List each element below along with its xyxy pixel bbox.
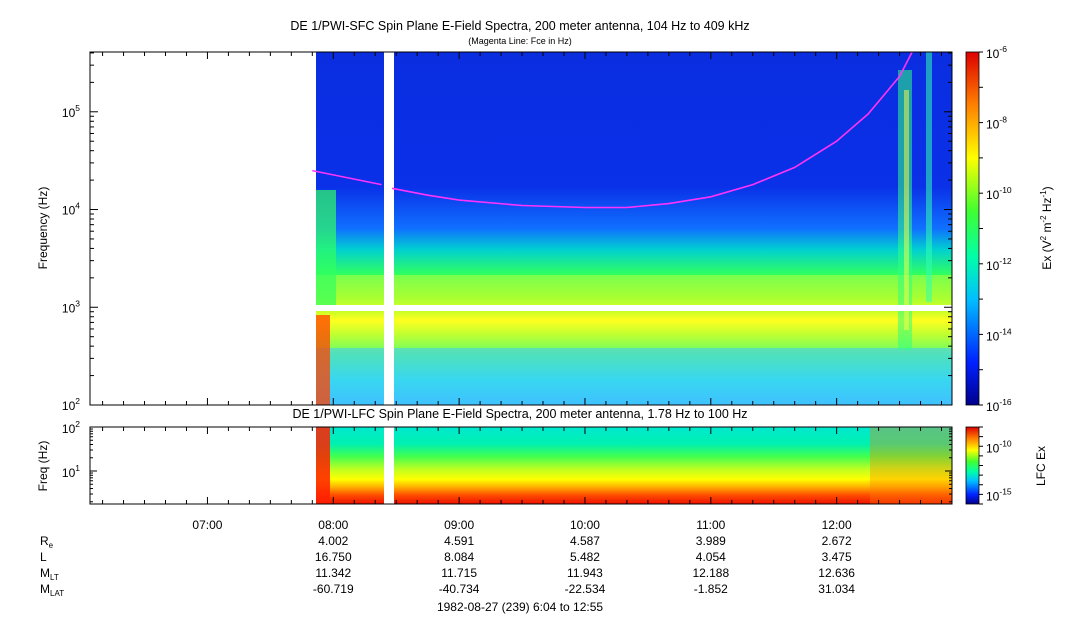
- lfc-x-ticks: [102, 427, 943, 504]
- sfc-spectrum-area: [316, 52, 952, 405]
- ephemeris-value: -22.534: [565, 582, 606, 596]
- sfc-y-tick-label: 105: [62, 103, 80, 120]
- lfc-colorbar-tick-label: 10-10: [986, 438, 1012, 455]
- ephemeris-value: 31.034: [818, 582, 855, 596]
- lfc-y-axis-label: Freq (Hz): [36, 441, 50, 492]
- ephemeris-value: 4.591: [444, 534, 474, 548]
- ephemeris-value: 11.715: [441, 566, 477, 580]
- lfc-spectrum-area: [316, 427, 952, 504]
- ephemeris-value: -60.719: [313, 582, 354, 596]
- ephemeris-value: 16.750: [315, 550, 352, 564]
- sfc-y-tick-label: 103: [62, 298, 80, 315]
- lfc-y-ticks: 101 102: [62, 419, 952, 503]
- ephemeris-row-label: MLT: [40, 566, 59, 582]
- sfc-colorbar: 10-6 10-8 10-10 10-12 10-14 10-16 Ex (V2 m-2 …: [965, 44, 1054, 414]
- sfc-colorbar-gradient: [965, 51, 980, 406]
- lfc-early-red-band: [316, 427, 330, 504]
- sfc-lowfreq-cyan-band: [316, 348, 952, 405]
- lfc-colorbar-tick-label: 10-15: [986, 486, 1012, 503]
- sfc-colorbar-label: Ex (V2 m-2 Hz-1): [1039, 186, 1054, 269]
- ephemeris-value: -40.734: [439, 582, 480, 596]
- sfc-spectrogram: 102 103 104 105: [62, 51, 953, 413]
- sfc-early-red-band: [316, 315, 330, 405]
- sfc-y-tick-label: 104: [62, 201, 80, 218]
- sfc-data-gap-time: [384, 52, 394, 405]
- sfc-title: DE 1/PWI-SFC Spin Plane E-Field Spectra,…: [290, 19, 749, 33]
- ephemeris-row-label: MLAT: [40, 582, 64, 598]
- ephemeris-value: 12.188: [692, 566, 729, 580]
- ephemeris-row-label: Re: [40, 534, 54, 550]
- sfc-hiss-band: [316, 275, 952, 305]
- sfc-colorbar-tick-label: 10-8: [986, 115, 1007, 132]
- lfc-colorbar-label: LFC Ex: [1034, 446, 1048, 486]
- ephemeris-value: 5.482: [570, 550, 600, 564]
- ephemeris-value: 2.672: [822, 534, 852, 548]
- lfc-colorbar-gradient: [965, 426, 980, 505]
- sfc-y-ticks: 102 103 104 105: [62, 52, 952, 413]
- time-tick-label: 12:00: [822, 518, 852, 532]
- sfc-colorbar-tick-label: 10-14: [986, 326, 1012, 343]
- time-tick-label: 10:00: [570, 518, 600, 532]
- sfc-data-gap-frequency: [316, 305, 952, 311]
- fce-magenta-line-after-gap: [391, 51, 913, 209]
- time-tick-label: 09:00: [444, 518, 474, 532]
- time-range-footer: 1982-08-27 (239) 6:04 to 12:55: [437, 600, 603, 614]
- sfc-x-ticks: [102, 52, 943, 405]
- time-tick-label: 07:00: [192, 518, 222, 532]
- lfc-colorbar: 10-10 10-15 LFC Ex: [965, 426, 1048, 505]
- ephemeris-table: Re 4.002 4.591 4.587 3.989 2.672 L 16.750 8.084 5…: [40, 534, 855, 598]
- lfc-y-tick-label: 102: [62, 419, 80, 436]
- ephemeris-value: 3.475: [822, 550, 852, 564]
- ephemeris-value: 11.943: [567, 566, 603, 580]
- fce-magenta-line: [312, 169, 382, 186]
- sfc-colorbar-tick-label: 10-10: [986, 185, 1012, 202]
- ephemeris-value: -1.852: [694, 582, 728, 596]
- lfc-y-tick-label: 101: [62, 463, 80, 480]
- lfc-colorbar-ticks: 10-10 10-15: [979, 426, 1012, 505]
- lfc-late-activity: [870, 427, 952, 504]
- ephemeris-value: 11.342: [315, 566, 351, 580]
- ephemeris-value: 4.587: [570, 534, 600, 548]
- sfc-subtitle: (Magenta Line: Fce in Hz): [468, 36, 572, 46]
- lfc-plot-border: [89, 426, 953, 505]
- sfc-early-green-band: [316, 190, 336, 310]
- sfc-y-tick-label: 102: [62, 396, 80, 413]
- sfc-colorbar-tick-label: 10-6: [986, 44, 1007, 61]
- sfc-late-spike: [926, 52, 932, 302]
- time-tick-label: 11:00: [696, 518, 725, 532]
- sfc-late-emission-core: [904, 90, 909, 330]
- sfc-colorbar-ticks: 10-6 10-8 10-10 10-12 10-14 10-16: [979, 44, 1012, 414]
- sfc-colorbar-tick-label: 10-16: [986, 397, 1012, 414]
- lfc-spectrogram: 101 102: [62, 419, 953, 505]
- ephemeris-value: 12.636: [818, 566, 855, 580]
- ephemeris-value: 4.002: [318, 534, 348, 548]
- lfc-title: DE 1/PWI-LFC Spin Plane E-Field Spectra,…: [292, 407, 747, 421]
- lfc-data-gap-time: [384, 427, 394, 504]
- time-tick-label: 08:00: [318, 518, 348, 532]
- ephemeris-value: 4.054: [696, 550, 726, 564]
- sfc-colorbar-tick-label: 10-12: [986, 256, 1012, 273]
- time-axis-labels: 07:00 08:00 09:00 10:00 11:00 12:00: [192, 518, 852, 532]
- sfc-plot-border: [89, 51, 953, 406]
- ephemeris-value: 8.084: [444, 550, 474, 564]
- ephemeris-row-label: L: [40, 550, 47, 564]
- sfc-y-axis-label: Frequency (Hz): [36, 187, 50, 270]
- ephemeris-value: 3.989: [696, 534, 726, 548]
